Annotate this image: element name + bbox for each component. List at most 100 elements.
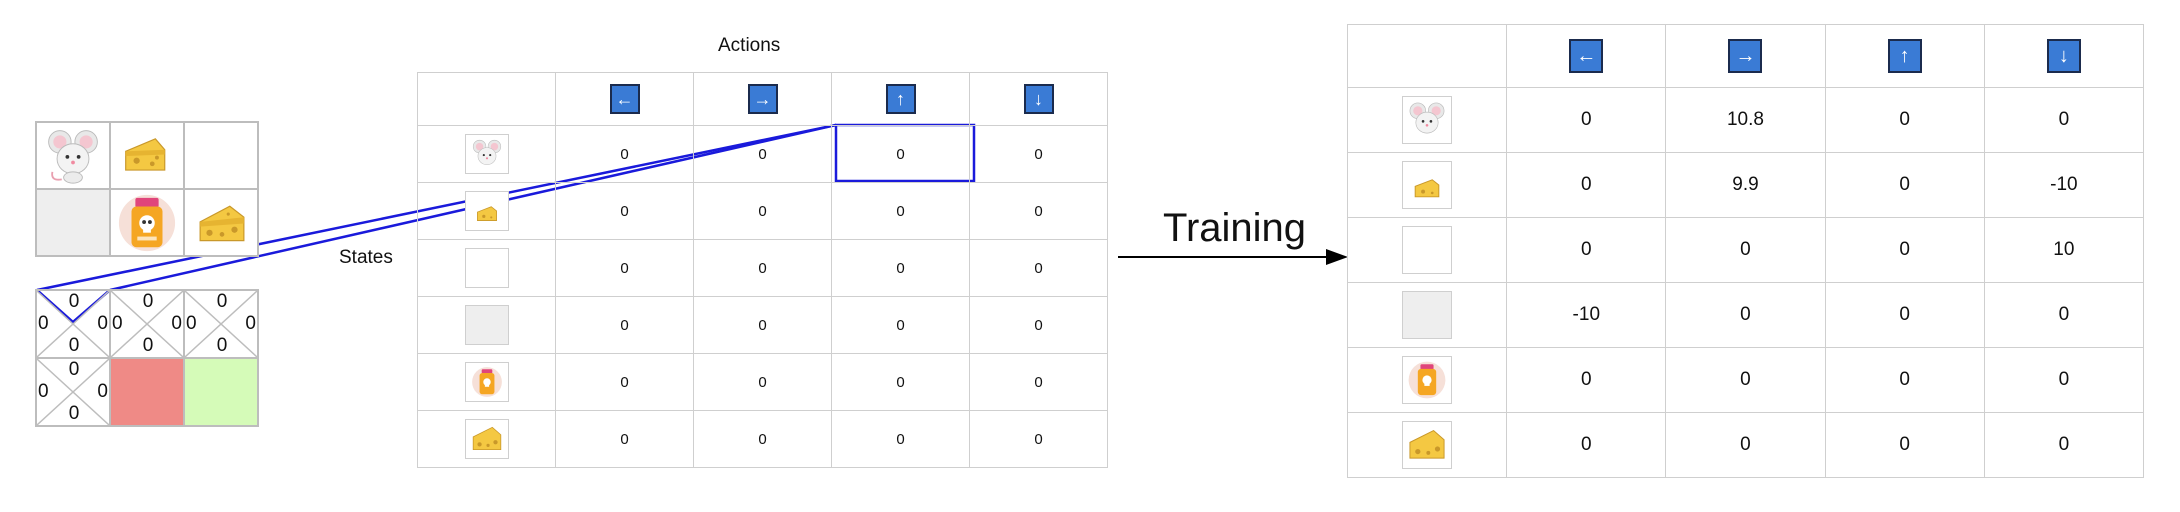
q-value-cell: 0: [831, 182, 970, 240]
q-value-cell: 0: [1824, 152, 1985, 218]
q-value-left: 0: [38, 313, 49, 334]
state-cell: [417, 182, 556, 240]
cheese-small-icon: [125, 138, 166, 171]
arrow-up-icon: ↑: [885, 84, 916, 114]
q-value-down: 0: [68, 403, 80, 424]
q-value-left: 0: [38, 381, 49, 402]
q-value-cell: -10: [1983, 152, 2145, 218]
arrow-left-icon: ←: [609, 84, 640, 114]
q-value-right: 0: [97, 381, 108, 402]
q-value-cell: 0: [1983, 87, 2145, 153]
q-table-header: ← → ↑ ↓: [1346, 24, 2145, 88]
q-cell: 0 0 0 0: [184, 290, 258, 358]
q-value-right: 0: [171, 313, 182, 334]
cheese-big-icon: [1402, 421, 1453, 469]
q-value-cell: 0: [969, 353, 1108, 411]
arrow-down-icon: ↓: [2046, 39, 2081, 73]
action-header: ↓: [969, 72, 1108, 126]
q-value-cell: 0: [1506, 87, 1667, 153]
q-value-cell: 0: [693, 125, 832, 183]
empty-cell-icon: [1402, 226, 1453, 274]
grey-cell-icon: [464, 305, 509, 345]
state-cell: [1346, 152, 1508, 218]
table-row: 0 0 0 0: [417, 182, 1108, 240]
q-value-cell: 0: [555, 353, 694, 411]
q-value-cell: 0: [1506, 347, 1667, 413]
arrow-right-icon: →: [747, 84, 778, 114]
header-corner: [1346, 24, 1508, 88]
q-value-cell: 0: [1665, 412, 1826, 478]
poison-icon: [464, 362, 509, 402]
q-value-cell: 0: [1983, 347, 2145, 413]
state-cell: [417, 239, 556, 297]
q-value-cell: 0: [1824, 217, 1985, 283]
q-value-cell: 0: [693, 410, 832, 468]
table-row: 0 0 0 10: [1346, 217, 2145, 283]
state-cell: [417, 125, 556, 183]
q-cell-goal: [184, 358, 258, 426]
state-cell: [1346, 412, 1508, 478]
table-row: 0 0 0 0: [1346, 347, 2145, 413]
actions-label: Actions: [718, 35, 781, 56]
cheese-small-icon: [1402, 161, 1453, 209]
q-value-cell: 0: [1824, 282, 1985, 348]
q-cell-poison: [110, 358, 184, 426]
q-value-cell: 0: [1665, 347, 1826, 413]
states-label: States: [339, 247, 393, 268]
grid-cell-poison: [110, 189, 184, 256]
mouse-icon: [1402, 96, 1453, 144]
q-value-cell: 0: [1665, 282, 1826, 348]
state-cell: [417, 296, 556, 354]
arrow-left-icon: ←: [1569, 39, 1604, 73]
q-value-cell: 0: [831, 239, 970, 297]
q-value-up: 0: [68, 291, 80, 312]
q-value-cell: 0: [555, 125, 694, 183]
q-table-trained: ← → ↑ ↓ 0 10.8 0 0 0 9.9 0 -10 0 0 0 10 …: [1346, 24, 2145, 478]
state-cell: [417, 410, 556, 468]
cheese-big-icon: [199, 205, 245, 242]
q-cell: 0 0 0 0: [36, 290, 110, 358]
q-table-header: ← → ↑ ↓: [417, 72, 1108, 126]
q-value-cell: 0: [1983, 412, 2145, 478]
table-row: 0 0 0 0: [417, 125, 1108, 183]
q-value-up: 0: [68, 359, 80, 380]
table-row: 0 10.8 0 0: [1346, 87, 2145, 153]
arrow-up-icon: ↑: [1887, 39, 1922, 73]
state-cell: [417, 353, 556, 411]
table-row: -10 0 0 0: [1346, 282, 2145, 348]
q-value-down: 0: [216, 335, 228, 356]
grid-world: [35, 121, 259, 257]
state-cell: [1346, 347, 1508, 413]
poison-icon: [1402, 356, 1453, 404]
cheese-small-icon: [464, 191, 509, 231]
q-value-down: 0: [142, 335, 154, 356]
training-label: Training: [1163, 206, 1307, 250]
q-value-cell: 0: [555, 239, 694, 297]
q-value-left: 0: [112, 313, 123, 334]
q-value-cell: 0: [555, 182, 694, 240]
q-value-cell: 0: [969, 182, 1108, 240]
q-cell: 0 0 0 0: [110, 290, 184, 358]
table-row: 0 0 0 0: [417, 410, 1108, 468]
grid-cell-mouse: [36, 122, 110, 189]
q-value-cell: 0: [831, 296, 970, 354]
q-value-cell: 0: [693, 182, 832, 240]
poison-icon: [118, 194, 176, 252]
arrow-down-icon: ↓: [1023, 84, 1054, 114]
q-value-cell: 10.8: [1665, 87, 1826, 153]
table-row: 0 0 0 0: [417, 296, 1108, 354]
cheese-big-icon: [464, 419, 509, 459]
grey-cell-icon: [1402, 291, 1453, 339]
q-value-cell: 0: [1983, 282, 2145, 348]
arrow-right-icon: →: [1728, 39, 1763, 73]
q-table-initial: ← → ↑ ↓ 0 0 0 0 0 0 0 0 0 0 0 0 0 0 0 0 …: [417, 72, 1108, 468]
empty-cell-icon: [464, 248, 509, 288]
q-value-cell: 0: [1506, 412, 1667, 478]
q-value-right: 0: [245, 313, 256, 334]
grid-cell-grey: [36, 189, 110, 256]
q-value-cell: 0: [693, 239, 832, 297]
q-value-cell: -10: [1506, 282, 1667, 348]
q-value-cell: 0: [693, 353, 832, 411]
q-value-up: 0: [216, 291, 228, 312]
q-value-cell: 0: [1824, 412, 1985, 478]
